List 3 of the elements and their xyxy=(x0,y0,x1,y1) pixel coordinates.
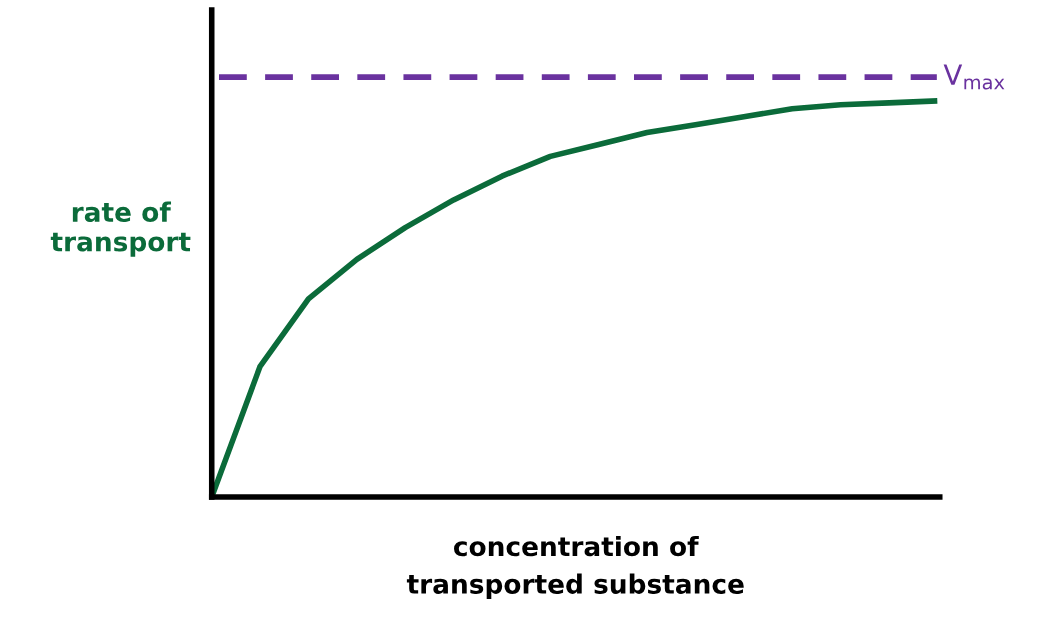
x-axis-title: concentration of transported substance xyxy=(406,535,744,600)
ref-line-label: V$_{max}$ xyxy=(943,64,1005,90)
y-axis-title: rate of transport xyxy=(50,201,191,257)
